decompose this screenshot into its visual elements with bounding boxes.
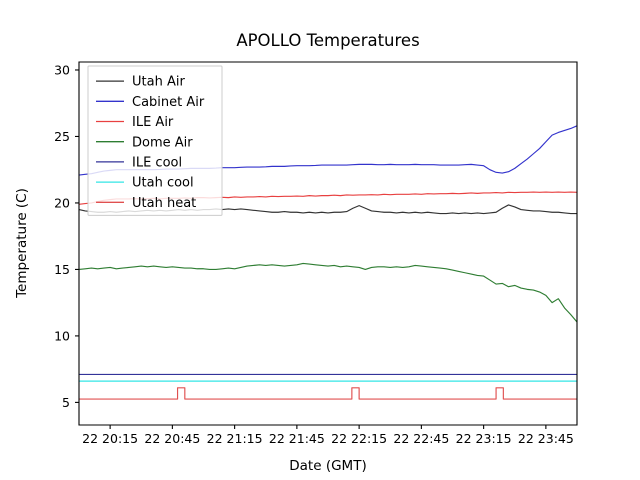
x-tick-label: 22 20:45: [144, 431, 200, 446]
series-line-utah-heat: [79, 387, 577, 400]
legend-label-utah-heat[interactable]: Utah heat: [132, 196, 196, 211]
x-tick-label: 22 23:45: [518, 431, 574, 446]
x-tick-label: 22 21:15: [207, 431, 263, 446]
y-tick-label: 30: [54, 62, 70, 77]
legend-label-ile-cool[interactable]: ILE cool: [132, 156, 182, 171]
legend-label-ile-air[interactable]: ILE Air: [132, 115, 174, 130]
legend-box: [87, 65, 223, 216]
page-title: APOLLO Temperatures: [236, 31, 419, 50]
legend-label-dome-air[interactable]: Dome Air: [132, 135, 193, 150]
series-line-dome-air: [78, 262, 578, 323]
y-axis-label: Temperature (C): [14, 188, 30, 299]
x-tick-label: 22 20:15: [82, 431, 138, 446]
x-tick-label: 22 23:15: [456, 431, 512, 446]
legend-label-utah-cool[interactable]: Utah cool: [132, 176, 194, 191]
y-tick-label: 25: [54, 129, 70, 144]
x-tick-label: 22 21:45: [269, 431, 325, 446]
y-tick-label: 20: [54, 195, 70, 210]
y-tick-label: 15: [54, 262, 70, 277]
legend-label-cabinet-air[interactable]: Cabinet Air: [132, 95, 205, 110]
y-axis-ticks: 5 10 15 20 25 30: [54, 62, 79, 410]
x-tick-label: 22 22:15: [331, 431, 387, 446]
plot-frame: [78, 61, 578, 426]
axes-layer: [78, 61, 578, 426]
y-tick-label: 5: [62, 395, 70, 410]
x-axis-label: Date (GMT): [289, 458, 366, 474]
x-axis-ticks: 22 20:15 22 20:45 22 21:15 22 21:45 22 22:15…: [82, 425, 574, 446]
y-tick-label: 10: [54, 328, 70, 343]
x-tick-label: 22 22:45: [393, 431, 449, 446]
chart-legend[interactable]: Utah Air Cabinet Air ILE Air Dome Air ILE co…: [87, 65, 223, 216]
legend-label-utah-air[interactable]: Utah Air: [132, 75, 185, 90]
